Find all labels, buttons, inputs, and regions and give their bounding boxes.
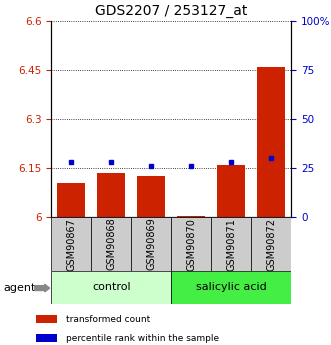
Text: GSM90870: GSM90870 [186, 218, 196, 270]
Bar [217, 165, 245, 217]
Bar [257, 67, 285, 217]
Text: control: control [92, 282, 131, 292]
Bar [211, 217, 251, 271]
Bar [251, 217, 291, 271]
Bar [131, 217, 171, 271]
Bar [91, 217, 131, 271]
Text: GSM90867: GSM90867 [66, 218, 76, 270]
Text: GSM90869: GSM90869 [146, 218, 156, 270]
Text: GSM90872: GSM90872 [266, 218, 276, 270]
Text: salicylic acid: salicylic acid [196, 282, 267, 292]
Bar [51, 217, 91, 271]
Bar [36, 315, 57, 323]
Text: GSM90871: GSM90871 [226, 218, 236, 270]
Bar [51, 271, 171, 304]
Text: percentile rank within the sample: percentile rank within the sample [66, 334, 219, 343]
Bar [171, 271, 291, 304]
Bar [171, 217, 211, 271]
Bar [177, 216, 205, 217]
Text: transformed count: transformed count [66, 315, 150, 324]
Text: GSM90868: GSM90868 [106, 218, 116, 270]
Bar [137, 176, 165, 217]
Bar [36, 334, 57, 342]
Text: agent: agent [3, 283, 36, 293]
Bar [57, 183, 85, 217]
Title: GDS2207 / 253127_at: GDS2207 / 253127_at [95, 4, 248, 18]
Bar [97, 173, 125, 217]
